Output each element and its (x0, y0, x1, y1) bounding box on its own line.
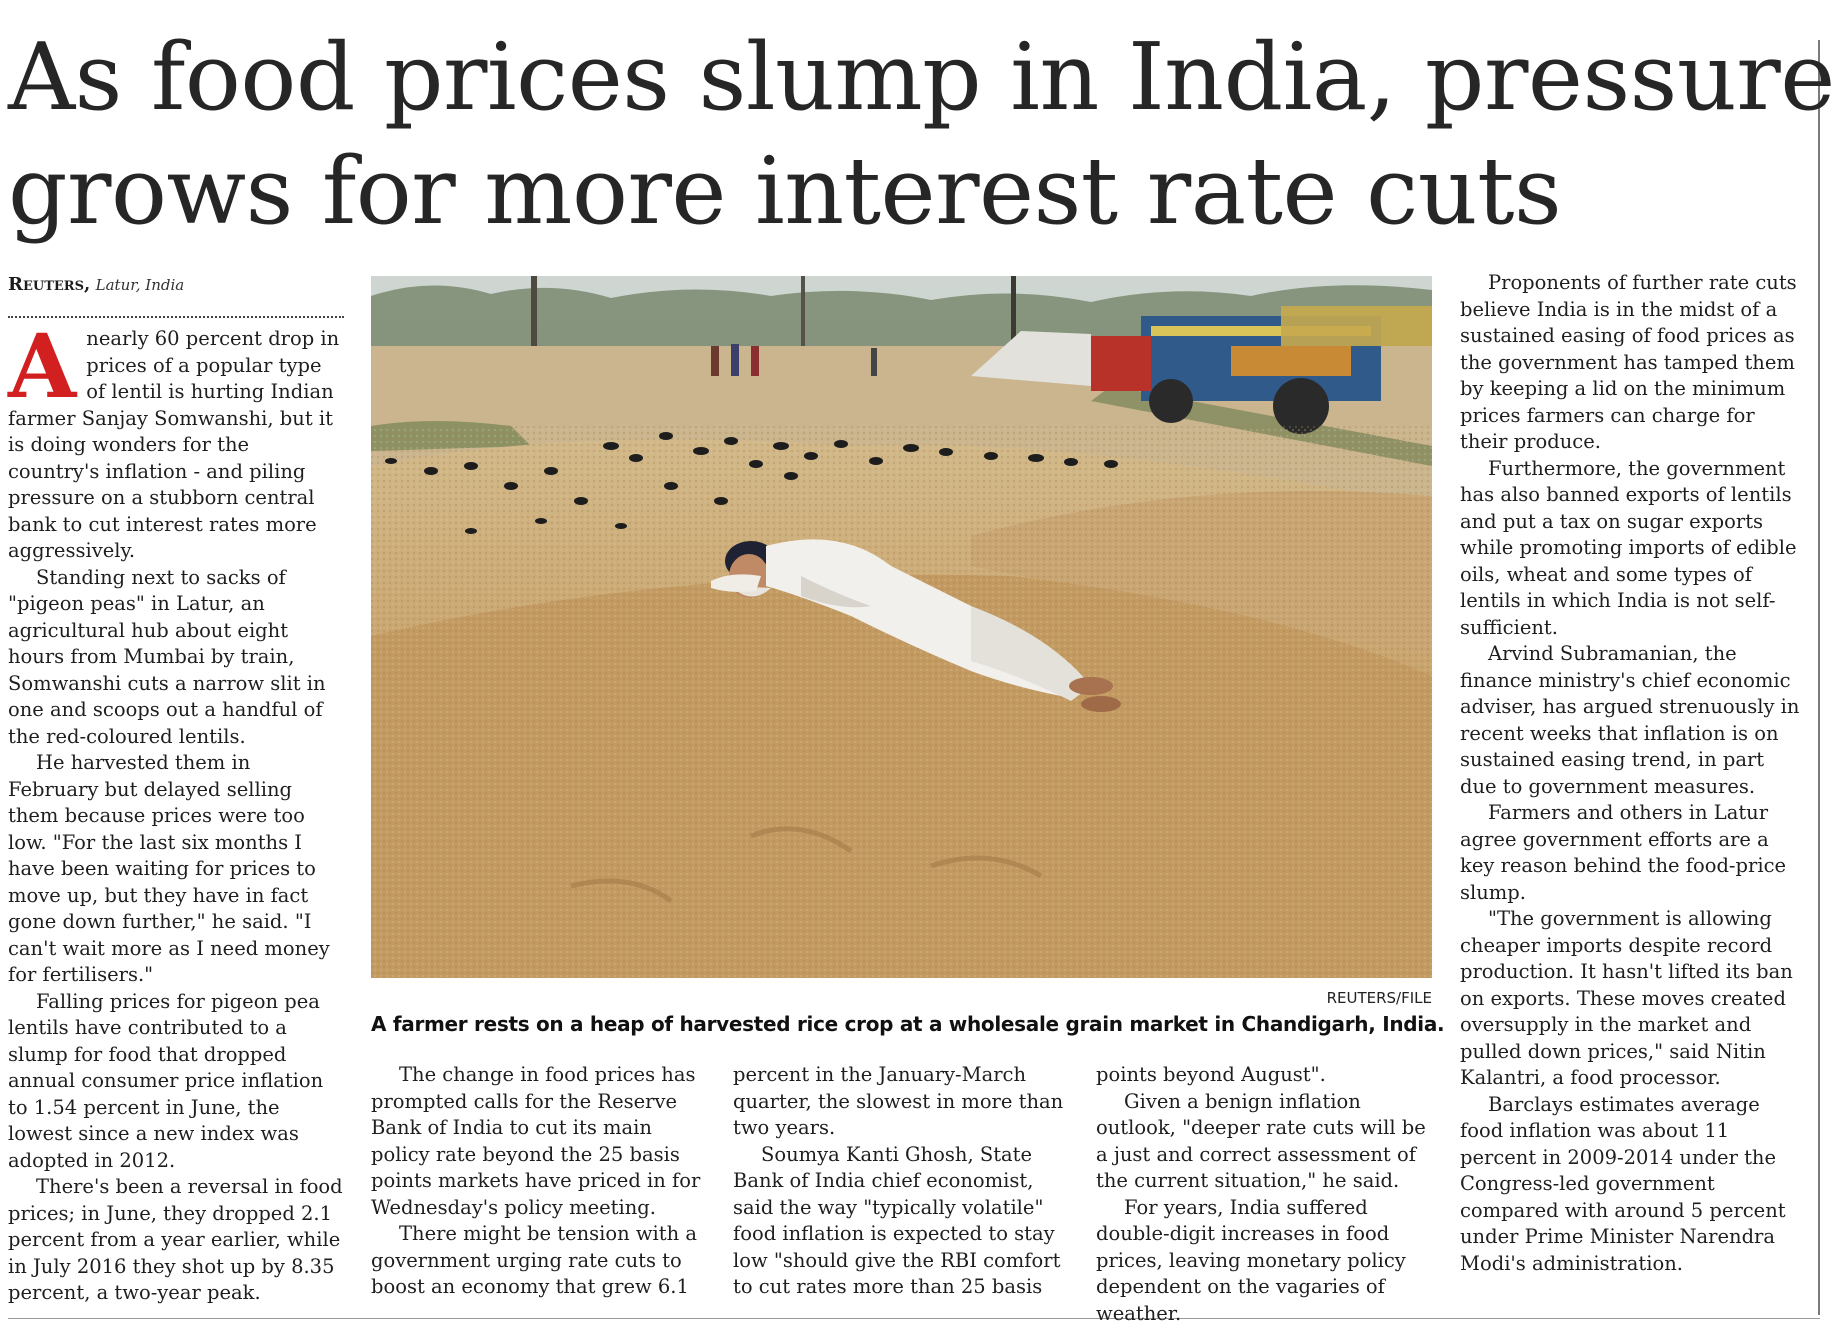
paragraph: Standing next to sacks of "pigeon peas" … (8, 565, 326, 748)
byline: Reuters, Latur, India (8, 274, 344, 295)
paragraph: Furthermore, the government has also ban… (1460, 456, 1797, 639)
byline-divider (8, 316, 344, 318)
paragraph: For years, India suffered double-digit i… (1096, 1195, 1406, 1325)
paragraph: Farmers and others in Latur agree govern… (1460, 801, 1787, 904)
farmer-on-grain-photo (371, 276, 1432, 978)
paragraph: Falling prices for pigeon pea lentils ha… (8, 989, 324, 1172)
article-column-4: points beyond August". Given a benign in… (1096, 1062, 1432, 1327)
photo-caption: A farmer rests on a heap of harvested ri… (371, 1012, 1445, 1036)
article-column-2: The change in food prices has prompted c… (371, 1062, 707, 1301)
news-photo (371, 276, 1432, 978)
paragraph: Given a benign inflation outlook, "deepe… (1096, 1089, 1426, 1193)
paragraph: There's been a reversal in food prices; … (8, 1175, 343, 1304)
column-rule (1818, 40, 1820, 1315)
photo-credit: REUTERS/FILE (1326, 989, 1432, 1007)
paragraph: "The government is allowing cheaper impo… (1460, 907, 1793, 1089)
paragraph: The change in food prices has prompted c… (371, 1063, 701, 1219)
paragraph: Soumya Kanti Ghosh, State Bank of India … (733, 1142, 1061, 1299)
headline: As food prices slump in India, pressure … (8, 20, 1832, 248)
paragraph: He harvested them in February but delaye… (8, 751, 330, 986)
paragraph: Proponents of further rate cuts believe … (1460, 271, 1797, 453)
paragraph: Barclays estimates average food inflatio… (1460, 1092, 1786, 1275)
drop-cap: A (8, 314, 77, 418)
headline-line-1: As food prices slump in India, pressure (8, 23, 1832, 131)
paragraph: There might be tension with a government… (371, 1222, 698, 1298)
article-column-5: Proponents of further rate cuts believe … (1460, 270, 1800, 1277)
byline-place: Latur, India (95, 276, 185, 294)
paragraph-continued: percent in the January-March quarter, th… (733, 1063, 1064, 1139)
byline-agency: Reuters, (8, 274, 91, 295)
paragraph-continued: points beyond August". (1096, 1063, 1326, 1086)
article-column-3: percent in the January-March quarter, th… (733, 1062, 1073, 1301)
bottom-rule (8, 1318, 1820, 1319)
paragraph: Arvind Subramanian, the finance ministry… (1460, 642, 1800, 798)
lead-text: nearly 60 percent drop in prices of a po… (8, 327, 340, 562)
headline-line-2: grows for more interest rate cuts (8, 137, 1562, 245)
